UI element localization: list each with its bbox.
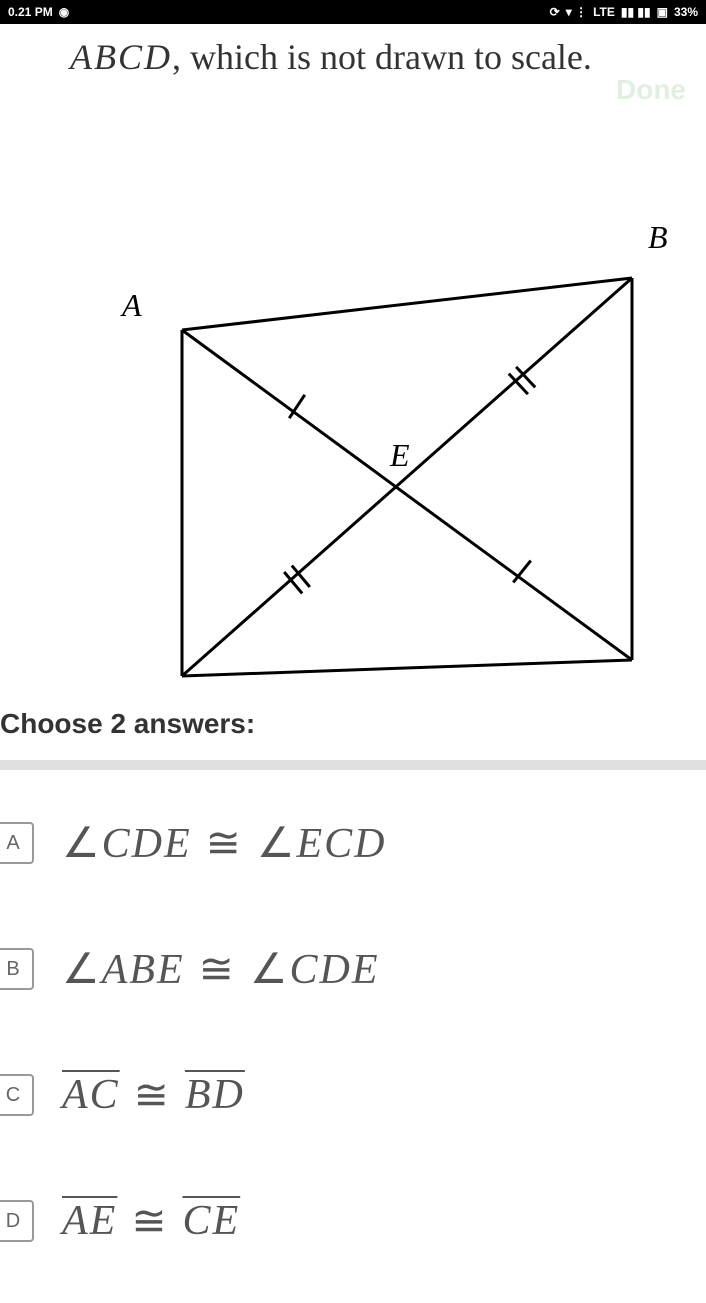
divider xyxy=(0,760,706,770)
answer-option-c[interactable]: C AC≅BD xyxy=(0,1052,706,1138)
svg-text:B: B xyxy=(648,219,668,255)
answer-letter-box[interactable]: B xyxy=(0,948,34,990)
diagram-container: A B E xyxy=(0,138,706,698)
status-bar: 0.21 PM ◉ ⟳ ▾ ⋮ LTE ▮▮ ▮▮ ▣ 33% xyxy=(0,0,706,24)
refresh-icon: ⟳ xyxy=(550,5,560,19)
question-text: ABCD, which is not drawn to scale. Done xyxy=(0,24,706,78)
answer-option-d[interactable]: D AE≅CE xyxy=(0,1178,706,1264)
status-left: 0.21 PM ◉ xyxy=(8,5,69,19)
battery-icon: ▣ xyxy=(657,5,668,19)
answer-expression: AC≅BD xyxy=(62,1070,245,1120)
answers-container: A ∠CDE≅∠ECD B ∠ABE≅∠CDE C AC≅BD D AE≅CE xyxy=(0,800,706,1264)
answer-letter-box[interactable]: A xyxy=(0,822,34,864)
svg-text:E: E xyxy=(389,437,410,473)
answer-letter-box[interactable]: D xyxy=(0,1200,34,1242)
answer-expression: ∠CDE≅∠ECD xyxy=(62,818,387,868)
answer-expression: AE≅CE xyxy=(62,1196,240,1246)
answer-letter-box[interactable]: C xyxy=(0,1074,34,1116)
lte-label: LTE xyxy=(593,5,615,19)
shape-label: ABCD xyxy=(70,37,172,77)
signal-icon: ▮▮ ▮▮ xyxy=(621,5,651,19)
battery-pct: 33% xyxy=(674,5,698,19)
geometry-diagram: A B E xyxy=(0,138,706,698)
location-icon: ◉ xyxy=(59,5,69,19)
done-badge[interactable]: Done xyxy=(616,74,686,106)
svg-text:A: A xyxy=(120,287,142,323)
answer-option-a[interactable]: A ∠CDE≅∠ECD xyxy=(0,800,706,886)
instruction-text: Choose 2 answers: xyxy=(0,698,706,760)
status-right: ⟳ ▾ ⋮ LTE ▮▮ ▮▮ ▣ 33% xyxy=(550,5,698,19)
question-trailing: , which is not drawn to scale. xyxy=(172,37,592,77)
answer-expression: ∠ABE≅∠CDE xyxy=(62,944,379,994)
answer-option-b[interactable]: B ∠ABE≅∠CDE xyxy=(0,926,706,1012)
wifi-icon: ▾ ⋮ xyxy=(566,5,587,19)
status-time: 0.21 PM xyxy=(8,5,53,19)
